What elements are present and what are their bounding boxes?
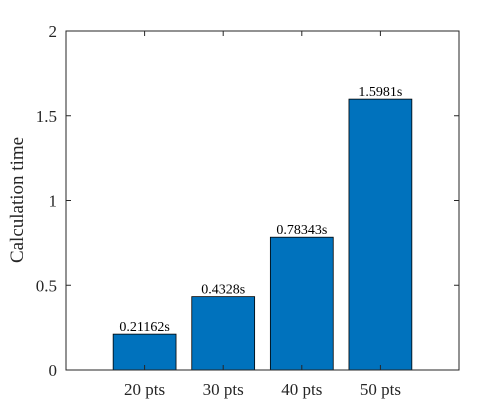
y-tick-label-2: 0.5 xyxy=(36,276,57,295)
x-tick-label-3: 40 pts xyxy=(281,380,322,399)
y-tick-label-4: 1.5 xyxy=(36,107,57,126)
y-tick-label-5: 2 xyxy=(49,22,58,41)
bar-value-label-1: 0.21162s xyxy=(119,320,169,335)
bar-3 xyxy=(269,236,334,371)
bar-1 xyxy=(112,333,177,371)
bar-2 xyxy=(191,296,256,371)
data-labels-group: 0.21162s 0.4328s 0.78343s 1.5981s xyxy=(119,85,402,335)
y-ticks-group: 0 0.5 1 1.5 2 xyxy=(36,22,459,380)
y-axis-title: Calculation time xyxy=(7,137,28,263)
y-tick-label-3: 1 xyxy=(49,192,58,211)
bars-group xyxy=(112,98,413,371)
x-tick-label-4: 50 pts xyxy=(360,380,401,399)
bar-value-label-4: 1.5981s xyxy=(358,85,402,100)
bar-value-label-3: 0.78343s xyxy=(276,223,327,238)
bar-value-label-2: 0.4328s xyxy=(201,283,245,298)
x-ticks-group: 20 pts 30 pts 40 pts 50 pts xyxy=(124,31,401,399)
bar-4 xyxy=(348,98,413,371)
x-tick-label-1: 20 pts xyxy=(124,380,165,399)
x-tick-label-2: 30 pts xyxy=(203,380,244,399)
y-tick-label-1: 0 xyxy=(49,361,58,380)
